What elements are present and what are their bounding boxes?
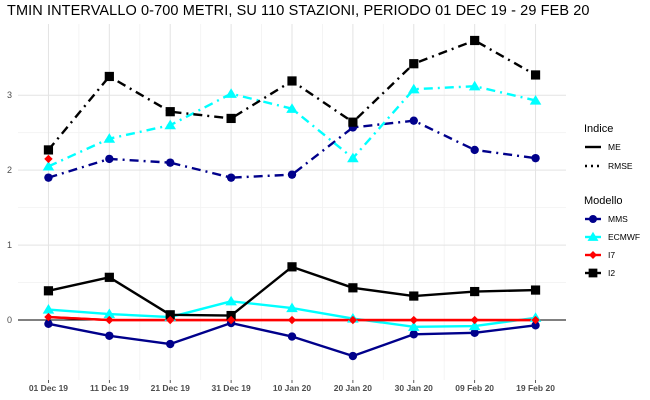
data-point-i2-me bbox=[409, 291, 419, 301]
legend-title-indice: Indice bbox=[584, 123, 613, 135]
legend-key-marker-i7 bbox=[589, 251, 597, 259]
legend-key-marker-ecmwf bbox=[587, 231, 599, 241]
x-tick-label: 31 Dec 19 bbox=[211, 383, 250, 393]
data-point-i7-me bbox=[105, 315, 114, 325]
x-tick-label: 11 Dec 19 bbox=[90, 383, 129, 393]
data-point-ecmwf-rmse bbox=[408, 83, 420, 94]
data-point-i2-rmse bbox=[226, 113, 236, 124]
data-point-mms-me bbox=[409, 330, 418, 339]
x-tick-label: 10 Jan 20 bbox=[273, 383, 312, 393]
data-point-i2-rmse bbox=[43, 145, 54, 155]
y-tick-label: 3 bbox=[7, 90, 12, 100]
x-tick-label: 30 Jan 20 bbox=[395, 383, 434, 393]
data-point-i2-rmse bbox=[104, 71, 114, 82]
data-point-i2-rmse bbox=[530, 70, 541, 80]
data-point-mms-rmse bbox=[105, 154, 114, 164]
y-tick-label: 0 bbox=[7, 315, 12, 325]
data-point-i7-me bbox=[44, 312, 53, 322]
x-tick-label: 19 Feb 20 bbox=[516, 383, 555, 393]
data-point-mms-me bbox=[470, 328, 479, 337]
data-point-mms-rmse bbox=[470, 145, 479, 155]
y-tick-label: 1 bbox=[7, 240, 12, 250]
legend-label-rmse: RMSE bbox=[608, 161, 633, 171]
data-point-ecmwf-rmse bbox=[164, 119, 176, 130]
data-point-ecmwf-me bbox=[103, 308, 116, 319]
data-point-ecmwf-me bbox=[408, 321, 420, 331]
data-point-ecmwf-rmse bbox=[286, 103, 298, 113]
data-point-i7-me bbox=[287, 315, 297, 325]
x-tick-label: 09 Feb 20 bbox=[455, 383, 494, 393]
data-point-i7-me bbox=[531, 315, 540, 325]
legend-layer: Indice ME RMSE Modello MMS ECMWF I7 I2 bbox=[584, 123, 640, 278]
data-point-i7-me bbox=[348, 315, 358, 325]
data-point-i2-rmse bbox=[348, 117, 358, 127]
data-point-mms-me bbox=[44, 319, 53, 328]
data-point-mms-rmse bbox=[44, 173, 53, 182]
data-point-mms-rmse bbox=[287, 170, 297, 179]
data-point-ecmwf-me bbox=[286, 302, 298, 313]
data-point-mms-me bbox=[531, 321, 540, 330]
data-point-i7-rmse bbox=[44, 154, 53, 164]
data-point-i7-me bbox=[166, 315, 175, 325]
data-point-mms-me bbox=[287, 332, 297, 341]
data-point-mms-me bbox=[166, 339, 175, 349]
data-point-mms-rmse bbox=[409, 116, 418, 125]
data-point-mms-rmse bbox=[226, 173, 236, 182]
data-point-i2-me bbox=[104, 272, 114, 282]
legend-label-i2: I2 bbox=[608, 268, 615, 278]
data-point-ecmwf-rmse bbox=[347, 152, 359, 163]
data-point-i2-rmse bbox=[287, 76, 297, 86]
data-point-ecmwf-rmse bbox=[225, 88, 237, 98]
data-point-i2-rmse bbox=[409, 59, 419, 69]
x-tick-label: 21 Dec 19 bbox=[151, 383, 190, 393]
data-point-ecmwf-me bbox=[42, 304, 55, 314]
data-point-ecmwf-me bbox=[468, 320, 481, 331]
x-tick-label: 20 Jan 20 bbox=[334, 383, 373, 393]
data-point-i2-me bbox=[226, 310, 236, 321]
data-point-mms-me bbox=[105, 331, 114, 340]
data-point-i7-me bbox=[409, 315, 418, 325]
legend-key-marker-i2 bbox=[588, 268, 598, 278]
legend-label-ecmwf: ECMWF bbox=[608, 232, 640, 242]
data-point-ecmwf-me bbox=[225, 295, 237, 306]
series-layer bbox=[18, 35, 566, 361]
legend-key-marker-mms bbox=[589, 215, 597, 223]
data-point-ecmwf-rmse bbox=[103, 133, 116, 143]
data-point-mms-rmse bbox=[531, 153, 540, 163]
series-line-mms-rmse bbox=[48, 119, 536, 179]
legend-label-me: ME bbox=[608, 142, 621, 152]
data-point-mms-rmse bbox=[166, 158, 175, 167]
x-tick-label: 01 Dec 19 bbox=[29, 383, 68, 393]
legend-label-mms: MMS bbox=[608, 214, 628, 224]
data-point-i2-me bbox=[470, 286, 480, 297]
data-point-ecmwf-rmse bbox=[529, 94, 542, 105]
legend-title-modello: Modello bbox=[584, 195, 623, 207]
data-point-i2-rmse bbox=[165, 107, 175, 117]
axis-layer: 0 1 2 3 01 Dec 19 11 Dec 19 21 Dec 19 31 Dec 19… bbox=[7, 90, 555, 393]
data-point-i2-me bbox=[287, 262, 297, 272]
chart-title: TMIN INTERVALLO 0-700 METRI, SU 110 STAZ… bbox=[7, 3, 590, 19]
data-point-i2-me bbox=[348, 283, 358, 293]
data-point-i2-me bbox=[530, 285, 541, 295]
data-point-ecmwf-rmse bbox=[468, 80, 481, 91]
data-point-mms-me bbox=[348, 351, 358, 361]
data-point-i2-me bbox=[165, 310, 175, 320]
data-point-ecmwf-rmse bbox=[42, 160, 55, 171]
data-point-i2-me bbox=[43, 286, 54, 296]
legend-label-i7: I7 bbox=[608, 250, 615, 260]
y-tick-label: 2 bbox=[7, 165, 12, 175]
data-point-i7-me bbox=[226, 315, 236, 325]
data-point-i2-rmse bbox=[470, 35, 480, 46]
data-point-i7-me bbox=[470, 315, 479, 325]
